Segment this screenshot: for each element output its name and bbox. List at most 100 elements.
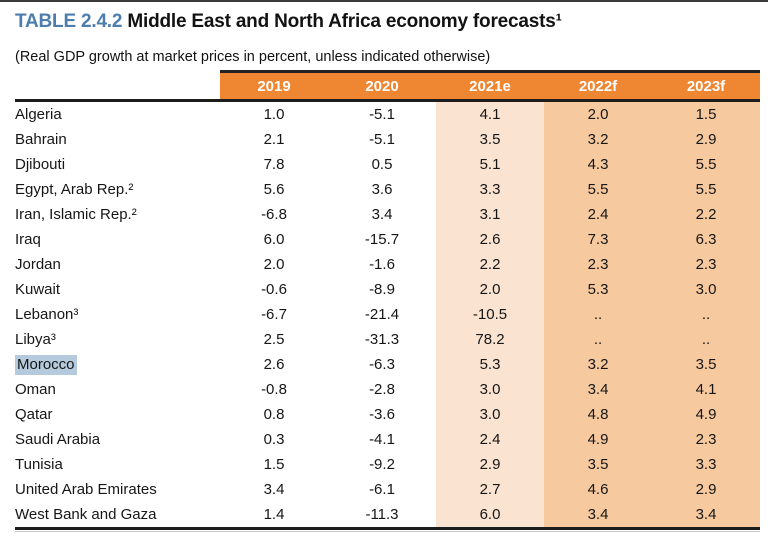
table-row: Djibouti 7.8 0.5 5.1 4.3 5.5 xyxy=(15,152,760,177)
value-cell: 3.4 xyxy=(371,206,393,223)
value-cell: 2.2 xyxy=(652,202,760,227)
value-cell: -8.9 xyxy=(369,281,395,298)
value-cell: 4.6 xyxy=(544,477,652,502)
value-cell: 7.8 xyxy=(263,156,285,173)
value-cell: -6.1 xyxy=(369,481,395,498)
value-cell: 4.9 xyxy=(652,402,760,427)
value-cell: 5.6 xyxy=(263,181,285,198)
col-header-2019: 2019 xyxy=(220,70,328,102)
value-cell: 5.5 xyxy=(652,177,760,202)
value-cell: 3.3 xyxy=(652,452,760,477)
country-cell: Iran, Islamic Rep.² xyxy=(15,202,220,227)
value-cell: -2.8 xyxy=(369,381,395,398)
table-row: Algeria 1.0 -5.1 4.1 2.0 1.5 xyxy=(15,100,760,127)
value-cell: -3.6 xyxy=(369,406,395,423)
value-cell: 3.2 xyxy=(544,352,652,377)
value-cell: -0.8 xyxy=(261,381,287,398)
value-cell: 3.3 xyxy=(436,177,544,202)
value-cell: 2.3 xyxy=(652,252,760,277)
country-cell: Saudi Arabia xyxy=(15,427,220,452)
missing-value-cell: .. xyxy=(652,327,760,352)
value-cell: -10.5 xyxy=(436,302,544,327)
value-cell: 2.9 xyxy=(436,452,544,477)
country-cell: Qatar xyxy=(15,402,220,427)
forecast-table: 2019 2020 2021e 2022f 2023f Algeria 1.0 … xyxy=(15,70,760,530)
value-cell: 4.9 xyxy=(544,427,652,452)
value-cell: 3.4 xyxy=(652,502,760,530)
value-cell: 2.2 xyxy=(436,252,544,277)
value-cell: -6.7 xyxy=(261,306,287,323)
value-cell: 1.0 xyxy=(263,106,285,123)
value-cell: 0.8 xyxy=(263,406,285,423)
col-header-2021e: 2021e xyxy=(436,70,544,102)
value-cell: 3.5 xyxy=(436,127,544,152)
value-cell: -21.4 xyxy=(364,306,400,323)
value-cell: 3.4 xyxy=(544,502,652,530)
table-header-row: 2019 2020 2021e 2022f 2023f xyxy=(15,70,760,102)
table-row: Kuwait -0.6 -8.9 2.0 5.3 3.0 xyxy=(15,277,760,302)
country-label: Algeria xyxy=(15,106,62,123)
table-row: West Bank and Gaza 1.4 -11.3 6.0 3.4 3.4 xyxy=(15,502,760,530)
value-cell: -4.1 xyxy=(369,431,395,448)
country-cell: West Bank and Gaza xyxy=(15,502,220,530)
value-cell: 5.3 xyxy=(544,277,652,302)
country-label: Djibouti xyxy=(15,156,66,173)
value-cell: 0.3 xyxy=(263,431,285,448)
table-row: Lebanon³ -6.7 -21.4 -10.5 .. .. xyxy=(15,302,760,327)
value-cell: -0.6 xyxy=(261,281,287,298)
value-cell: 3.5 xyxy=(544,452,652,477)
value-cell: -31.3 xyxy=(364,331,400,348)
col-header-2022f: 2022f xyxy=(544,70,652,102)
value-cell: 1.5 xyxy=(263,456,285,473)
value-cell: 2.6 xyxy=(263,356,285,373)
country-cell: United Arab Emirates xyxy=(15,477,220,502)
value-cell: 3.0 xyxy=(436,377,544,402)
table-row: Egypt, Arab Rep.² 5.6 3.6 3.3 5.5 5.5 xyxy=(15,177,760,202)
missing-value-cell: .. xyxy=(544,327,652,352)
value-cell: 2.3 xyxy=(652,427,760,452)
table-row: Bahrain 2.1 -5.1 3.5 3.2 2.9 xyxy=(15,127,760,152)
value-cell: -9.2 xyxy=(369,456,395,473)
value-cell: 3.6 xyxy=(371,181,393,198)
country-label: Tunisia xyxy=(15,456,63,473)
value-cell: -11.3 xyxy=(328,502,436,530)
country-label: Jordan xyxy=(15,256,61,273)
country-cell: Lebanon³ xyxy=(15,302,220,327)
value-cell: 2.4 xyxy=(436,427,544,452)
value-cell: 2.0 xyxy=(544,100,652,127)
country-cell: Morocco xyxy=(15,352,220,377)
country-label: West Bank and Gaza xyxy=(15,506,157,523)
table-title-text: Middle East and North Africa economy for… xyxy=(127,11,562,32)
country-cell: Kuwait xyxy=(15,277,220,302)
value-cell: 3.4 xyxy=(263,481,285,498)
country-label: Oman xyxy=(15,381,56,398)
value-cell: 5.5 xyxy=(652,152,760,177)
value-cell: 3.1 xyxy=(436,202,544,227)
value-cell: 2.1 xyxy=(263,131,285,148)
country-cell: Libya³ xyxy=(15,327,220,352)
country-label: Lebanon³ xyxy=(15,306,79,323)
value-cell: 2.3 xyxy=(544,252,652,277)
value-cell: -5.1 xyxy=(369,106,395,123)
value-cell: 78.2 xyxy=(436,327,544,352)
value-cell: 2.9 xyxy=(652,127,760,152)
value-cell: 6.3 xyxy=(652,227,760,252)
country-label: Iran, Islamic Rep.² xyxy=(15,206,137,223)
value-cell: 2.4 xyxy=(544,202,652,227)
country-label: United Arab Emirates xyxy=(15,481,157,498)
value-cell: 5.1 xyxy=(436,152,544,177)
country-label: Libya³ xyxy=(15,331,56,348)
value-cell: 3.5 xyxy=(652,352,760,377)
country-label: Iraq xyxy=(15,231,41,248)
value-cell: 3.2 xyxy=(544,127,652,152)
value-cell: 2.7 xyxy=(436,477,544,502)
value-cell: -6.3 xyxy=(369,356,395,373)
value-cell: 7.3 xyxy=(544,227,652,252)
country-cell: Iraq xyxy=(15,227,220,252)
value-cell: 0.5 xyxy=(371,156,393,173)
country-cell: Oman xyxy=(15,377,220,402)
country-cell: Tunisia xyxy=(15,452,220,477)
value-cell: 4.1 xyxy=(652,377,760,402)
table-subtitle: (Real GDP growth at market prices in per… xyxy=(15,49,491,65)
value-cell: 2.0 xyxy=(436,277,544,302)
